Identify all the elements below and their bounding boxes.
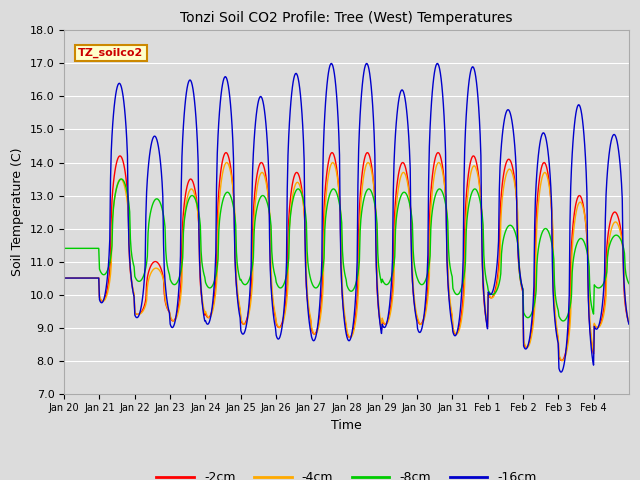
-16cm [127, 266, 134, 272]
-4cm [406, 193, 413, 199]
-4cm [625, 318, 633, 324]
-8cm [127, 247, 135, 253]
-16cm [557, 369, 565, 375]
-2cm [127, 269, 134, 275]
Line: -16cm: -16cm [64, 63, 629, 372]
-4cm [223, 160, 230, 166]
-8cm [559, 318, 567, 324]
Legend: -2cm, -4cm, -8cm, -16cm: -2cm, -4cm, -8cm, -16cm [152, 466, 541, 480]
Y-axis label: Soil Temperature (C): Soil Temperature (C) [11, 148, 24, 276]
-2cm [406, 192, 413, 197]
Line: -4cm: -4cm [64, 163, 629, 360]
-16cm [280, 312, 287, 317]
-4cm [280, 314, 288, 320]
-8cm [259, 192, 267, 198]
-16cm [259, 96, 266, 102]
-4cm [127, 266, 134, 272]
-2cm [437, 156, 445, 162]
-8cm [625, 281, 633, 287]
-16cm [434, 60, 442, 66]
-8cm [60, 245, 68, 251]
Title: Tonzi Soil CO2 Profile: Tree (West) Temperatures: Tonzi Soil CO2 Profile: Tree (West) Temp… [180, 11, 513, 25]
-2cm [558, 358, 566, 363]
-4cm [60, 275, 68, 281]
-2cm [222, 150, 230, 156]
-4cm [559, 358, 566, 363]
-16cm [230, 221, 238, 227]
-16cm [60, 275, 68, 281]
-8cm [280, 280, 288, 286]
Line: -2cm: -2cm [64, 153, 629, 360]
-2cm [280, 310, 288, 316]
-4cm [231, 212, 239, 218]
-16cm [405, 134, 413, 140]
-2cm [231, 250, 239, 255]
-16cm [437, 76, 445, 82]
X-axis label: Time: Time [331, 419, 362, 432]
-8cm [231, 215, 239, 220]
-4cm [259, 170, 267, 176]
Line: -8cm: -8cm [64, 179, 629, 321]
Text: TZ_soilco2: TZ_soilco2 [78, 48, 143, 58]
-8cm [437, 187, 445, 193]
-2cm [625, 320, 633, 325]
-8cm [406, 200, 413, 206]
-8cm [118, 176, 125, 182]
-2cm [60, 275, 68, 281]
-4cm [437, 163, 445, 169]
-16cm [625, 321, 633, 327]
-2cm [259, 161, 267, 167]
